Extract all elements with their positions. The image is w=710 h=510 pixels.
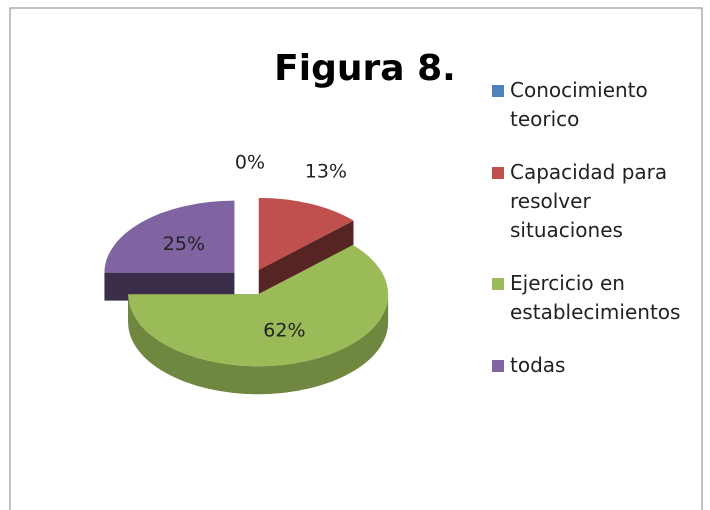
legend-swatch — [492, 167, 504, 179]
data-label: 25% — [163, 233, 205, 255]
legend-swatch — [492, 85, 504, 97]
legend-swatch — [492, 360, 504, 372]
data-label: 13% — [305, 160, 347, 182]
data-label: 62% — [263, 320, 305, 342]
slice-edge — [258, 220, 354, 298]
legend-item: Capacidad para resolver situaciones — [490, 158, 705, 245]
legend-label: Conocimiento teorico — [510, 78, 648, 131]
data-labels: 0% 13% 62% 25% — [163, 152, 347, 342]
frame — [9, 7, 703, 510]
slice-edge — [104, 272, 235, 301]
slice — [104, 200, 235, 273]
legend-item: todas — [490, 351, 705, 380]
legend-swatch — [492, 278, 504, 290]
legend: Conocimiento teorico Capacidad para resol… — [490, 76, 705, 404]
chart-title: Figura 8. — [274, 48, 456, 89]
pie-tops — [104, 197, 389, 367]
legend-label: Ejercicio en establecimientos — [510, 271, 681, 324]
legend-label: todas — [510, 353, 566, 377]
legend-label: Capacidad para resolver situaciones — [510, 160, 668, 242]
legend-item: Conocimiento teorico — [490, 76, 705, 134]
slice — [128, 244, 389, 367]
slice-side — [128, 294, 389, 395]
legend-item: Ejercicio en establecimientos — [490, 269, 705, 327]
data-label: 0% — [235, 152, 265, 174]
slice — [258, 197, 354, 270]
